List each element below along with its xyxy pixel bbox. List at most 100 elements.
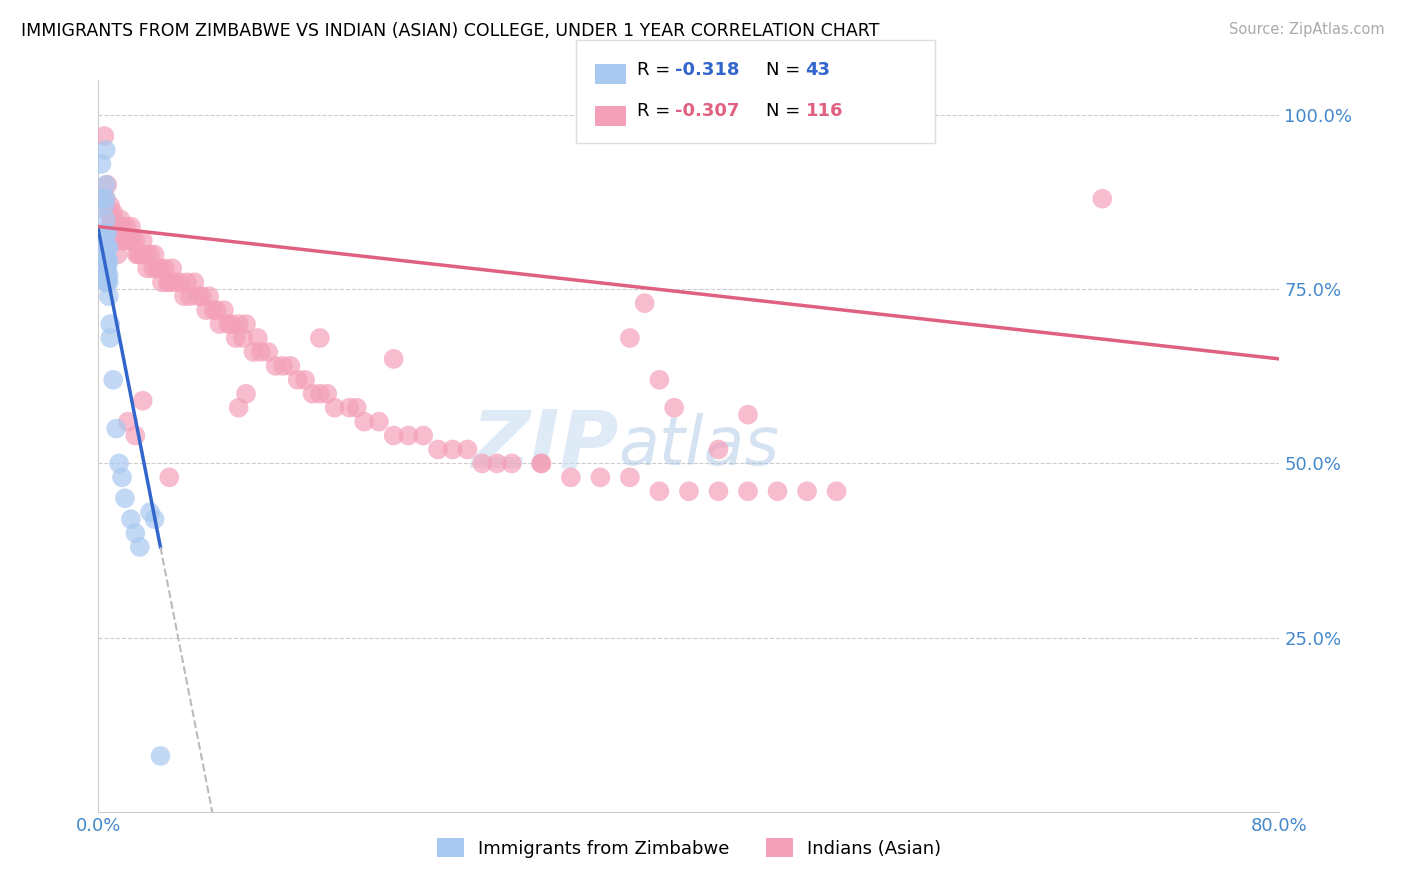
Point	[280, 359, 302, 373]
Point	[157, 275, 180, 289]
Point	[183, 275, 205, 289]
Text: 43: 43	[806, 61, 831, 78]
Point	[316, 386, 339, 401]
Point	[530, 457, 553, 471]
Point	[96, 227, 118, 241]
Point	[205, 303, 228, 318]
Point	[96, 254, 118, 268]
Point	[796, 484, 818, 499]
Point	[112, 234, 135, 248]
Point	[412, 428, 434, 442]
Point	[118, 234, 141, 248]
Point	[98, 199, 121, 213]
Point	[108, 457, 131, 471]
Point	[108, 219, 131, 234]
Point	[90, 157, 112, 171]
Text: 116: 116	[806, 103, 844, 120]
Point	[191, 289, 214, 303]
Point	[398, 428, 420, 442]
Point	[94, 240, 117, 254]
Point	[217, 317, 239, 331]
Text: atlas: atlas	[619, 413, 779, 479]
Point	[121, 234, 143, 248]
Point	[169, 275, 191, 289]
Point	[287, 373, 309, 387]
Point	[94, 268, 117, 283]
Point	[97, 275, 120, 289]
Point	[94, 143, 117, 157]
Point	[96, 275, 118, 289]
Point	[132, 234, 155, 248]
Point	[104, 234, 127, 248]
Point	[678, 484, 700, 499]
Point	[707, 442, 730, 457]
Point	[221, 317, 243, 331]
Point	[427, 442, 450, 457]
Point	[530, 457, 553, 471]
Point	[93, 199, 115, 213]
Point	[98, 317, 121, 331]
Point	[766, 484, 789, 499]
Point	[648, 484, 671, 499]
Point	[93, 247, 115, 261]
Text: -0.318: -0.318	[675, 61, 740, 78]
Text: N =: N =	[766, 103, 806, 120]
Text: N =: N =	[766, 61, 806, 78]
Point	[110, 234, 132, 248]
Point	[457, 442, 479, 457]
Point	[142, 261, 165, 276]
Point	[97, 254, 120, 268]
Point	[94, 261, 117, 276]
Point	[91, 234, 114, 248]
Point	[198, 289, 221, 303]
Point	[737, 484, 759, 499]
Point	[93, 227, 115, 241]
Point	[143, 247, 166, 261]
Point	[232, 331, 254, 345]
Point	[94, 247, 117, 261]
Point	[96, 240, 118, 254]
Point	[139, 505, 162, 519]
Point	[619, 470, 641, 484]
Point	[501, 457, 523, 471]
Point	[257, 345, 280, 359]
Point	[94, 192, 117, 206]
Text: ZIP: ZIP	[471, 407, 619, 485]
Point	[225, 331, 247, 345]
Point	[136, 261, 159, 276]
Point	[94, 192, 117, 206]
Point	[353, 415, 375, 429]
Point	[382, 351, 405, 366]
Point	[173, 289, 195, 303]
Point	[94, 227, 117, 241]
Point	[115, 219, 138, 234]
Point	[235, 386, 257, 401]
Point	[153, 261, 176, 276]
Point	[96, 268, 118, 283]
Point	[235, 317, 257, 331]
Point	[486, 457, 509, 471]
Point	[825, 484, 848, 499]
Point	[560, 470, 582, 484]
Point	[94, 261, 117, 276]
Point	[120, 512, 142, 526]
Text: IMMIGRANTS FROM ZIMBABWE VS INDIAN (ASIAN) COLLEGE, UNDER 1 YEAR CORRELATION CHA: IMMIGRANTS FROM ZIMBABWE VS INDIAN (ASIA…	[21, 22, 880, 40]
Point	[1091, 192, 1114, 206]
Point	[114, 234, 136, 248]
Text: R =: R =	[637, 61, 676, 78]
Point	[124, 428, 146, 442]
Point	[91, 192, 114, 206]
Point	[471, 457, 494, 471]
Point	[664, 401, 686, 415]
Point	[124, 526, 146, 541]
Point	[157, 470, 180, 484]
Point	[149, 261, 172, 276]
Point	[105, 234, 128, 248]
Point	[104, 219, 127, 234]
Point	[271, 359, 294, 373]
Point	[368, 415, 391, 429]
Point	[212, 303, 235, 318]
Point	[132, 393, 155, 408]
Point	[382, 428, 405, 442]
Point	[441, 442, 464, 457]
